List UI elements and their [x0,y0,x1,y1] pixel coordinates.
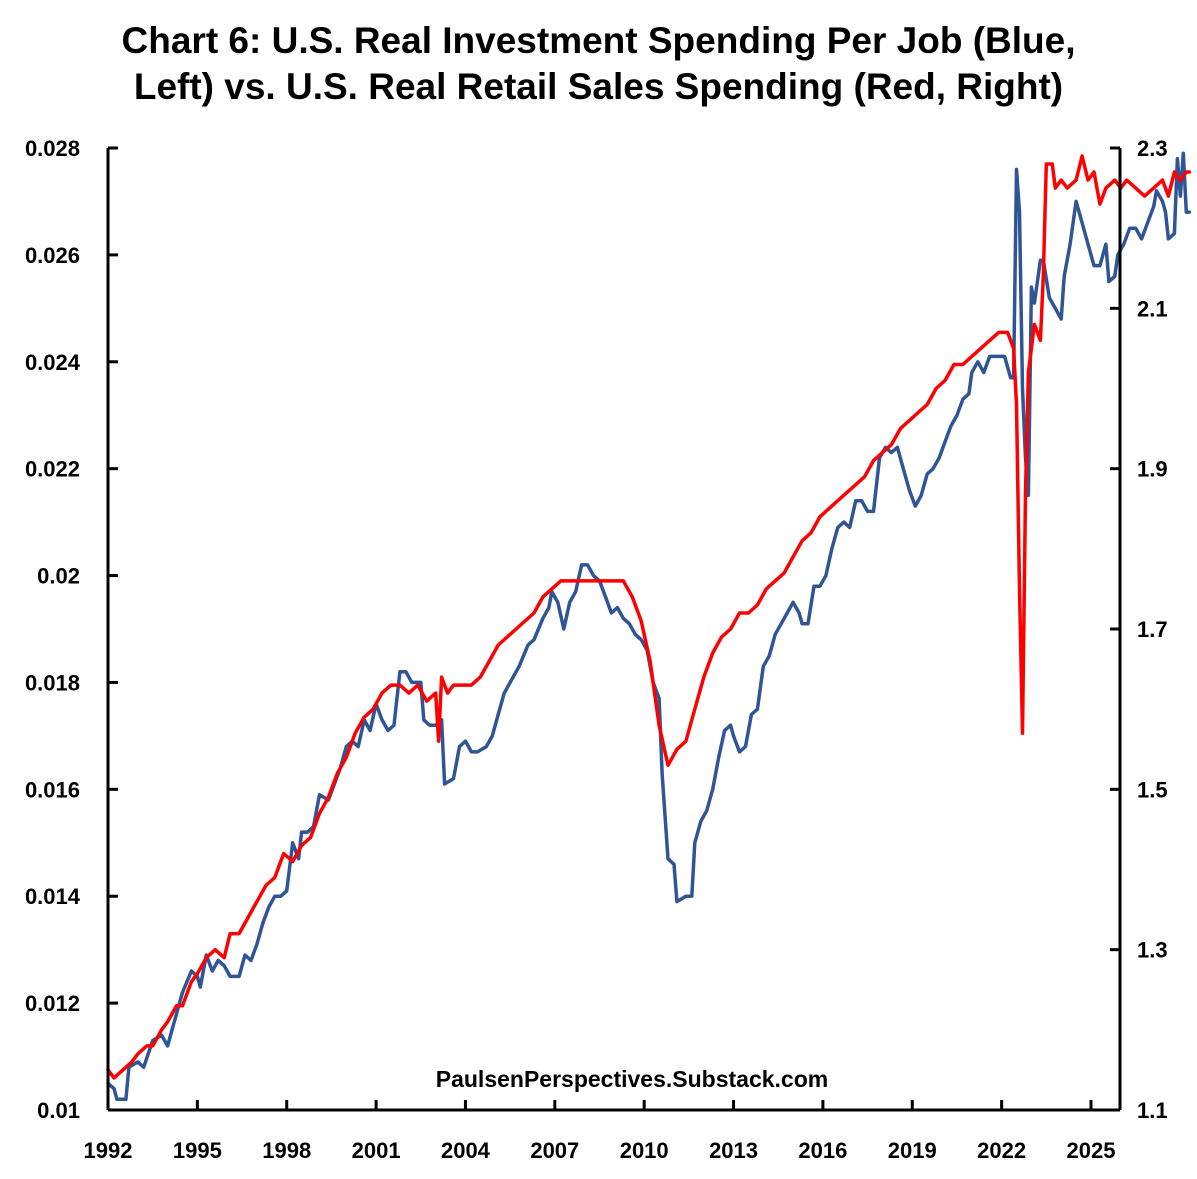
series-layer [106,151,1192,1102]
x-tick-label: 2019 [888,1138,937,1163]
left-y-tick-label: 0.012 [25,991,80,1016]
right-y-tick-label: 1.1 [1137,1098,1168,1123]
right-y-tick-label: 1.3 [1137,938,1168,963]
chart-title-line-2: Left) vs. U.S. Real Retail Sales Spendin… [133,66,1064,107]
right-y-tick-label: 1.7 [1137,617,1168,642]
x-tick-label: 2010 [620,1138,669,1163]
x-tick-label: 2013 [709,1138,758,1163]
x-tick-label: 1998 [262,1138,311,1163]
x-tick-label: 2016 [798,1138,847,1163]
axes-layer [106,146,1122,1112]
left-y-tick-label: 0.01 [37,1098,80,1123]
watermark-text: PaulsenPerspectives.Substack.com [436,1066,828,1092]
right-y-tick-label: 2.3 [1137,136,1168,161]
left-y-tick-label: 0.014 [25,884,81,909]
chart-title: Chart 6: U.S. Real Investment Spending P… [0,18,1197,110]
red-retail-sales-series-line [106,154,1192,1080]
right-y-tick-label: 1.9 [1137,457,1168,482]
left-y-tick-label: 0.016 [25,777,80,802]
x-tick-label: 2025 [1067,1138,1116,1163]
x-tick-label: 2007 [530,1138,579,1163]
x-tick-label: 1992 [84,1138,133,1163]
x-tick-label: 1995 [173,1138,222,1163]
labels-layer: 0.01 0.012 0.014 0.016 0.018 0.02 0.022 0.024 0.… [25,136,1168,1163]
chart-title-line-1: Chart 6: U.S. Real Investment Spending P… [121,20,1076,61]
x-tick-label: 2004 [441,1138,491,1163]
x-tick-label: 2022 [977,1138,1026,1163]
x-tick-label: 2001 [352,1138,401,1163]
left-y-tick-label: 0.022 [25,457,80,482]
left-y-tick-label: 0.024 [25,350,81,375]
left-y-tick-label: 0.02 [37,564,80,589]
left-y-tick-label: 0.026 [25,243,80,268]
left-y-tick-label: 0.018 [25,670,80,695]
blue-investment-series-line [106,151,1192,1102]
right-y-tick-label: 1.5 [1137,777,1168,802]
right-y-tick-label: 2.1 [1137,296,1168,321]
left-y-tick-label: 0.028 [25,136,80,161]
